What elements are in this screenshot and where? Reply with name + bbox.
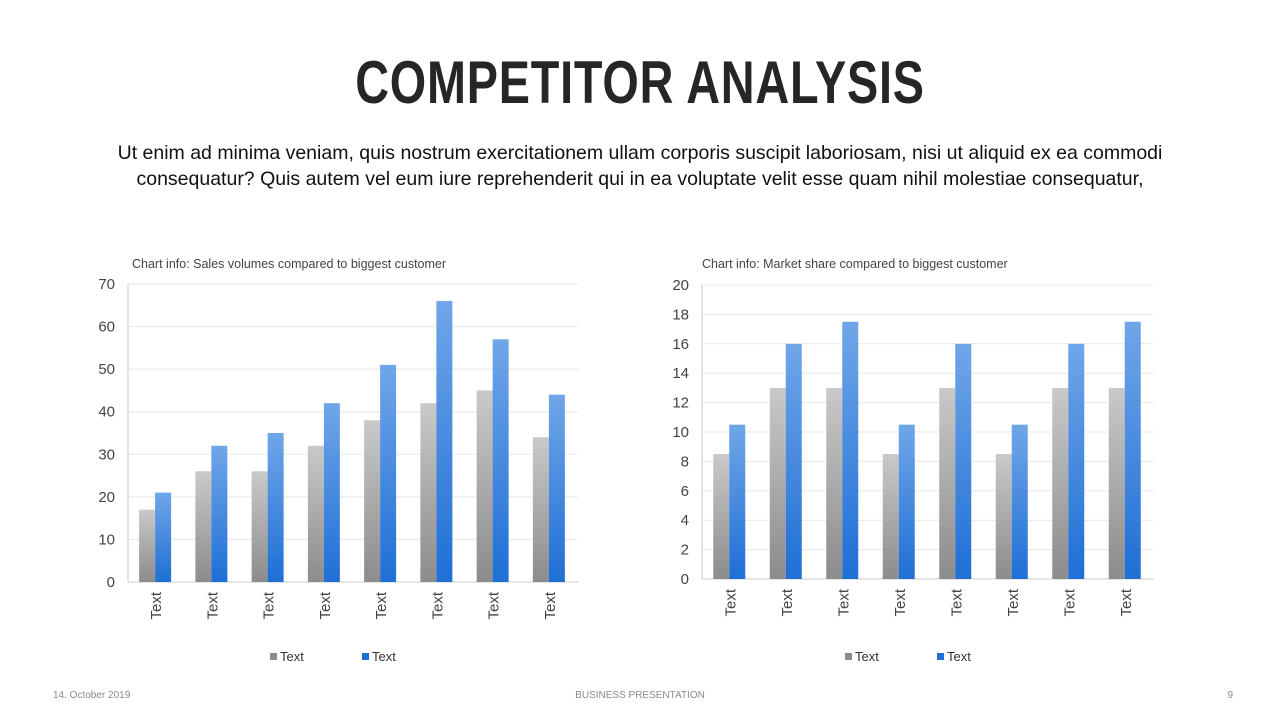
x-tick-label: Text <box>486 591 503 619</box>
y-tick-label: 30 <box>98 446 115 463</box>
y-tick-label: 10 <box>672 424 689 441</box>
bar-series2-5 <box>380 364 397 582</box>
bar-series1-5 <box>939 387 956 579</box>
legend-swatch-2 <box>937 653 944 660</box>
bar-series1-7 <box>476 390 493 582</box>
y-tick-label: 0 <box>681 571 689 588</box>
legend-label-1: Text <box>280 649 304 664</box>
bar-series1-8 <box>532 437 549 582</box>
market-share-chart-svg: Chart info: Market share compared to big… <box>672 257 1154 664</box>
bar-series2-1 <box>155 492 172 582</box>
bar-series2-4 <box>898 424 915 579</box>
x-tick-label: Text <box>722 588 739 616</box>
y-tick-label: 14 <box>672 365 689 382</box>
x-tick-label: Text <box>1061 588 1078 616</box>
bar-series2-2 <box>785 343 802 579</box>
bar-series2-4 <box>323 403 340 582</box>
x-tick-label: Text <box>373 591 390 619</box>
x-tick-label: Text <box>892 588 909 616</box>
x-tick-label: Text <box>261 591 278 619</box>
x-tick-label: Text <box>204 591 221 619</box>
legend-label-2: Text <box>947 649 971 664</box>
y-tick-label: 6 <box>681 483 689 500</box>
bar-series1-5 <box>364 420 381 582</box>
x-tick-label: Text <box>835 588 852 616</box>
page-number: 9 <box>1227 690 1233 701</box>
legend-swatch-1 <box>845 653 852 660</box>
y-tick-label: 2 <box>681 542 689 559</box>
bar-series2-3 <box>267 433 284 582</box>
y-tick-label: 4 <box>681 512 689 529</box>
bar-series1-3 <box>826 387 843 579</box>
x-tick-label: Text <box>948 588 965 616</box>
y-tick-label: 12 <box>672 395 689 412</box>
y-tick-label: 18 <box>672 306 689 323</box>
x-tick-label: Text <box>317 591 334 619</box>
x-tick-label: Text <box>429 591 446 619</box>
legend-swatch-1 <box>270 653 277 660</box>
sales-volume-chart: Chart info: Sales volumes compared to bi… <box>60 250 620 680</box>
bar-series1-3 <box>251 471 268 582</box>
y-tick-label: 16 <box>672 336 689 353</box>
bar-series1-1 <box>713 454 730 579</box>
bar-series1-6 <box>995 454 1012 579</box>
bar-series2-6 <box>1011 424 1028 579</box>
chart-title: Chart info: Sales volumes compared to bi… <box>132 257 446 271</box>
x-tick-label: Text <box>1118 588 1135 616</box>
legend-label-1: Text <box>855 649 879 664</box>
y-tick-label: 70 <box>98 276 115 293</box>
y-tick-label: 10 <box>98 531 115 548</box>
chart-title: Chart info: Market share compared to big… <box>702 257 1008 271</box>
bar-series2-7 <box>492 339 509 582</box>
y-tick-label: 40 <box>98 404 115 421</box>
bar-series1-2 <box>769 387 786 579</box>
bar-series2-8 <box>1124 321 1141 579</box>
bar-series1-7 <box>1052 387 1069 579</box>
x-tick-label: Text <box>779 588 796 616</box>
bar-series1-4 <box>882 454 899 579</box>
y-tick-label: 50 <box>98 361 115 378</box>
legend-label-2: Text <box>372 649 396 664</box>
legend-swatch-2 <box>362 653 369 660</box>
intro-paragraph: Ut enim ad minima veniam, quis nostrum e… <box>117 142 1163 190</box>
bar-series2-3 <box>842 321 859 579</box>
y-tick-label: 60 <box>98 319 115 336</box>
y-tick-label: 8 <box>681 453 689 470</box>
bar-series2-1 <box>729 424 746 579</box>
bar-series2-8 <box>548 394 565 582</box>
bar-series1-6 <box>420 403 437 582</box>
x-tick-label: Text <box>148 591 165 619</box>
bar-series1-2 <box>195 471 212 582</box>
bar-series1-1 <box>139 509 156 582</box>
y-tick-label: 20 <box>98 489 115 506</box>
footer-date: 14. October 2019 <box>53 690 131 701</box>
bar-series2-6 <box>436 301 453 582</box>
bar-series2-5 <box>955 343 972 579</box>
footer-title: BUSINESS PRESENTATION <box>575 690 705 701</box>
bar-series2-7 <box>1068 343 1085 579</box>
x-tick-label: Text <box>1005 588 1022 616</box>
bar-series1-4 <box>307 445 324 582</box>
x-tick-label: Text <box>542 591 559 619</box>
market-share-chart: Chart info: Market share compared to big… <box>630 250 1190 680</box>
y-tick-label: 20 <box>672 277 689 294</box>
bar-series2-2 <box>211 445 228 582</box>
slide-title: COMPETITOR ANALYSIS <box>355 49 925 116</box>
bar-series1-8 <box>1108 387 1125 579</box>
y-tick-label: 0 <box>107 574 115 591</box>
sales-volume-chart-svg: Chart info: Sales volumes compared to bi… <box>98 257 578 664</box>
